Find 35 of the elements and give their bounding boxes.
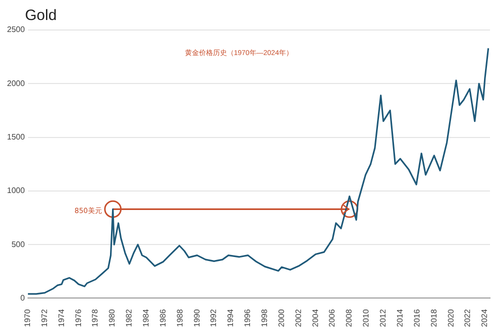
x-tick-label: 1992 <box>209 308 218 327</box>
x-tick-label: 2018 <box>429 308 438 327</box>
x-tick-label: 2002 <box>294 308 303 327</box>
x-tick-label: 1996 <box>243 308 252 327</box>
chart-title: Gold <box>25 7 57 24</box>
x-tick-label: 1988 <box>175 308 184 327</box>
x-tick-label: 1982 <box>124 308 134 327</box>
x-tick-label: 1984 <box>142 308 151 327</box>
x-tick-label: 1990 <box>192 308 202 327</box>
x-tick-label: 2024 <box>480 308 490 327</box>
y-tick-label: 2000 <box>7 78 26 88</box>
x-tick-label: 1974 <box>56 308 66 327</box>
y-tick-label: 1000 <box>7 186 26 196</box>
x-tick-label: 2004 <box>310 308 320 327</box>
x-tick-label: 1980 <box>108 308 117 327</box>
y-tick-label: 1500 <box>7 132 26 142</box>
x-tick-label: 2000 <box>276 308 286 327</box>
y-tick-label: 2500 <box>7 25 26 34</box>
x-tick-label: 2016 <box>412 308 422 327</box>
x-tick-label: 2006 <box>328 308 337 327</box>
x-tick-label: 1970 <box>23 308 32 327</box>
y-tick-label: 500 <box>11 240 26 249</box>
x-tick-label: 1976 <box>74 308 83 327</box>
y-tick-label: 0 <box>20 293 26 302</box>
x-tick-label: 2020 <box>446 308 456 327</box>
x-tick-label: 1994 <box>226 308 236 327</box>
x-tick-label: 1978 <box>90 308 100 327</box>
x-tick-label: 2022 <box>463 308 472 327</box>
x-tick-label: 2014 <box>395 308 404 327</box>
x-tick-label: 1986 <box>158 308 168 327</box>
x-tick-label: 1998 <box>260 308 270 327</box>
x-tick-label: 1972 <box>40 308 49 327</box>
x-tick-label: 2008 <box>344 308 354 327</box>
x-tick-label: 2010 <box>362 308 371 327</box>
x-tick-label: 2012 <box>378 308 388 327</box>
